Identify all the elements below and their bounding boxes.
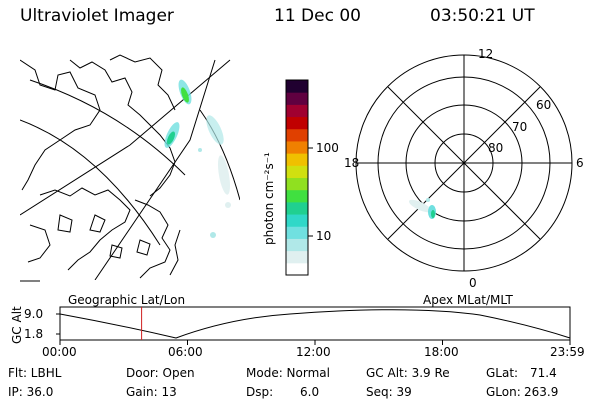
colorbar	[285, 79, 313, 276]
polar-aurora	[408, 198, 436, 219]
coastline	[20, 59, 101, 191]
coastline	[57, 214, 73, 233]
mlt-label-12: 12	[478, 47, 494, 61]
colorbar-segment	[286, 128, 308, 142]
date-label: 11 Dec 00	[274, 6, 361, 26]
timeline-left-label: Geographic Lat/Lon	[68, 293, 186, 307]
x-tick-00: 00:00	[42, 345, 77, 359]
colorbar-segment	[286, 140, 308, 154]
altitude-curve	[59, 309, 571, 339]
coastline	[109, 244, 123, 259]
coastline	[27, 224, 51, 263]
colorbar-segment	[286, 116, 308, 130]
colorbar-segment	[286, 177, 308, 191]
graticule-line	[29, 79, 186, 176]
coastline	[69, 59, 176, 197]
glon-value: 263.9	[524, 385, 559, 399]
colorbar-label-10: 10	[316, 229, 332, 243]
mlt-label-6: 6	[576, 156, 584, 170]
seq-status: Seq: 39	[366, 385, 412, 399]
graticule-line	[20, 59, 231, 216]
mlt-label-0: 0	[469, 276, 477, 290]
coastline	[39, 187, 131, 271]
colorbar-segment	[286, 104, 308, 118]
x-tick-06: 06:00	[168, 345, 203, 359]
colorbar-unit-label: photon cm⁻²s⁻¹	[262, 152, 276, 245]
coastline	[136, 239, 151, 256]
door-status: Door: Open	[126, 366, 195, 380]
aurora-emission	[164, 79, 231, 238]
glon-label: GLon:	[486, 385, 521, 399]
colorbar-segment	[286, 189, 308, 203]
coastline	[169, 229, 181, 276]
colorbar-segment	[286, 153, 308, 166]
colorbar-segment	[286, 262, 308, 276]
colorbar-segment	[286, 226, 308, 239]
colorbar-segment	[286, 92, 308, 105]
lat-label-80: 80	[488, 141, 504, 155]
geographic-map	[20, 54, 240, 280]
graticule-line	[199, 109, 240, 201]
y-tick-1-8: 1.8	[24, 327, 44, 341]
graticule-line	[94, 59, 216, 280]
colorbar-segment	[286, 165, 308, 178]
glat-value: 71.4	[530, 366, 557, 380]
time-label: 03:50:21 UT	[430, 6, 535, 26]
colorbar-segment	[286, 238, 308, 252]
colorbar-label-100: 100	[316, 141, 339, 155]
x-tick-12: 12:00	[296, 345, 331, 359]
timeline-panel	[56, 306, 571, 345]
colorbar-segment	[286, 80, 308, 93]
dsp-value: 6.0	[300, 385, 320, 399]
gc-alt-status: GC Alt: 3.9 Re	[366, 366, 450, 380]
glat-label: GLat:	[486, 366, 519, 380]
graticule-line	[20, 119, 161, 246]
colorbar-segment	[286, 201, 308, 215]
coastline	[89, 214, 106, 233]
filter-status: Flt: LBHL	[8, 366, 62, 380]
y-tick-9: 9.0	[24, 307, 44, 321]
x-tick-2359: 23:59	[550, 345, 585, 359]
meridian-diag-b	[387, 86, 541, 240]
instrument-title: Ultraviolet Imager	[20, 6, 174, 26]
lat-label-70: 70	[512, 120, 528, 134]
coastline	[109, 54, 176, 111]
mlt-label-18: 18	[344, 156, 360, 170]
x-tick-18: 18:00	[424, 345, 459, 359]
colorbar-segment	[286, 214, 308, 227]
y-axis-title: GC Alt	[10, 306, 24, 344]
mode-status: Mode: Normal	[246, 366, 330, 380]
dsp-label: Dsp:	[246, 385, 274, 399]
lat-label-60: 60	[536, 98, 552, 112]
polar-plot	[355, 54, 573, 272]
gain-status: Gain: 13	[126, 385, 177, 399]
coastline	[134, 199, 171, 279]
ip-status: IP: 36.0	[8, 385, 54, 399]
colorbar-segment	[286, 250, 308, 264]
timeline-right-label: Apex MLat/MLT	[423, 293, 513, 307]
